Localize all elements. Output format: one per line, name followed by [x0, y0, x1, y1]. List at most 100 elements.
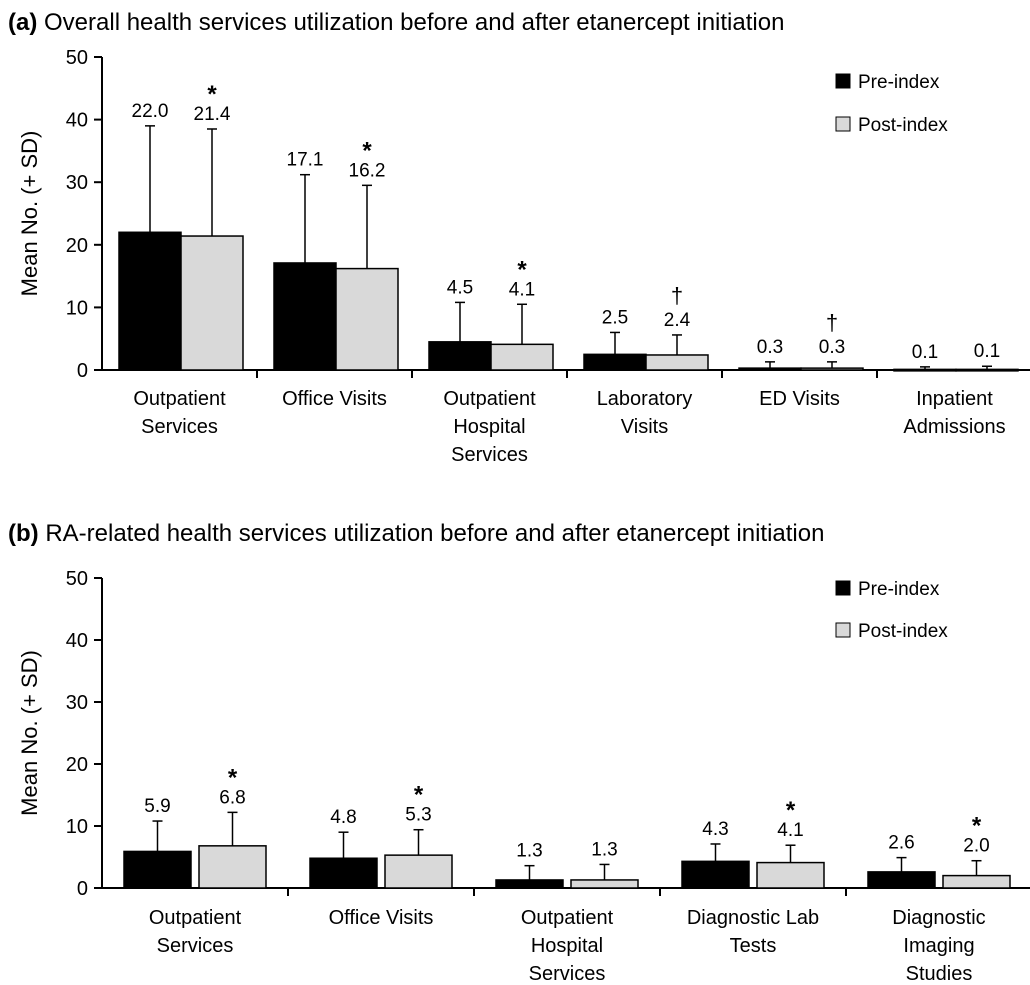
value-label: 16.2 — [349, 160, 386, 181]
significance-marker: † — [826, 310, 838, 335]
y-axis-label: Mean No. (+ SD) — [17, 131, 42, 297]
category-label: Outpatient — [149, 907, 242, 929]
y-tick-label: 10 — [66, 816, 88, 838]
bar-pre-index — [893, 368, 957, 372]
legend-label-pre: Pre-index — [858, 579, 940, 600]
category-label: Imaging — [903, 935, 974, 957]
bar-pre-index — [428, 341, 492, 371]
value-label: 0.3 — [819, 337, 845, 358]
category-label: Services — [141, 416, 218, 438]
value-label: 4.3 — [702, 819, 728, 840]
bar-post-index — [955, 368, 1019, 372]
category-label: Services — [529, 963, 606, 985]
bar-post-index — [180, 235, 244, 371]
bar-pre-index — [867, 871, 936, 889]
bar-pre-index — [583, 353, 647, 371]
y-tick-label: 50 — [66, 568, 88, 590]
bar-post-index — [800, 367, 864, 371]
bar-post-index — [384, 854, 453, 889]
value-label: 2.6 — [888, 833, 914, 854]
y-axis-label: Mean No. (+ SD) — [17, 650, 42, 816]
bar-post-index — [942, 874, 1011, 889]
category-label: Diagnostic — [892, 907, 985, 929]
bar-pre-index — [273, 262, 337, 371]
y-tick-label: 30 — [66, 692, 88, 714]
category-label: Studies — [906, 963, 973, 985]
y-tick-label: 40 — [66, 630, 88, 652]
category-label: Hospital — [453, 416, 525, 438]
legend-swatch-post — [835, 622, 851, 638]
value-label: 17.1 — [287, 150, 324, 171]
value-label: 4.1 — [777, 820, 803, 841]
value-label: 4.5 — [447, 277, 473, 298]
y-tick-label: 40 — [66, 110, 88, 132]
value-label: 2.5 — [602, 307, 628, 328]
value-label: 5.3 — [405, 805, 431, 826]
bar-post-index — [570, 879, 639, 889]
value-label: 0.3 — [757, 337, 783, 358]
panel-tag: (b) — [8, 520, 39, 547]
legend-label-pre: Pre-index — [858, 72, 940, 93]
category-label: Office Visits — [329, 907, 434, 929]
significance-marker: * — [786, 797, 796, 824]
category-label: Visits — [621, 416, 668, 438]
category-label: Diagnostic Lab — [687, 907, 819, 929]
value-label: 4.8 — [330, 807, 356, 828]
significance-marker: * — [972, 813, 982, 840]
value-label: 0.1 — [912, 342, 938, 363]
category-label: Outpatient — [521, 907, 614, 929]
bar-post-index — [490, 343, 554, 371]
legend-label-post: Post-index — [858, 115, 948, 136]
y-tick-label: 10 — [66, 297, 88, 319]
bar-pre-index — [123, 850, 192, 889]
value-label: 0.1 — [974, 341, 1000, 362]
category-label: Outpatient — [133, 388, 226, 410]
bar-pre-index — [495, 879, 564, 889]
significance-marker: * — [228, 764, 238, 791]
legend-swatch-pre — [835, 580, 851, 596]
bar-pre-index — [681, 860, 750, 889]
category-label: Services — [451, 444, 528, 466]
category-label: Tests — [730, 935, 777, 957]
value-label: 22.0 — [132, 101, 169, 122]
bar-pre-index — [118, 231, 182, 371]
value-label: 1.3 — [516, 841, 542, 862]
category-label: Laboratory — [597, 388, 693, 410]
value-label: 5.9 — [144, 796, 170, 817]
legend-swatch-pre — [835, 73, 851, 89]
value-label: 21.4 — [194, 104, 231, 125]
legend-label-post: Post-index — [858, 621, 948, 642]
value-label: 1.3 — [591, 839, 617, 860]
category-label: Outpatient — [443, 388, 536, 410]
bar-post-index — [645, 354, 709, 371]
y-tick-label: 0 — [77, 360, 88, 382]
y-tick-label: 30 — [66, 172, 88, 194]
panel-title-text: Overall health services utilization befo… — [44, 9, 784, 36]
y-tick-label: 0 — [77, 878, 88, 900]
significance-marker: * — [517, 256, 527, 283]
value-label: 2.4 — [664, 310, 691, 331]
y-tick-label: 20 — [66, 235, 88, 257]
significance-marker: * — [362, 137, 372, 164]
value-label: 6.8 — [219, 787, 245, 808]
y-tick-label: 50 — [66, 47, 88, 69]
panel-title: (b) RA-related health services utilizati… — [8, 520, 824, 547]
category-label: ED Visits — [759, 388, 840, 410]
value-label: 4.1 — [509, 279, 535, 300]
significance-marker: † — [671, 283, 683, 308]
bar-pre-index — [738, 367, 802, 371]
category-label: Inpatient — [916, 388, 993, 410]
legend-swatch-post — [835, 116, 851, 132]
category-label: Office Visits — [282, 388, 387, 410]
bar-post-index — [198, 845, 267, 889]
category-label: Hospital — [531, 935, 603, 957]
y-tick-label: 20 — [66, 754, 88, 776]
significance-marker: * — [414, 782, 424, 809]
value-label: 2.0 — [963, 836, 989, 857]
bar-post-index — [756, 861, 825, 889]
category-label: Admissions — [903, 416, 1005, 438]
significance-marker: * — [207, 81, 217, 108]
panel-title: (a) Overall health services utilization … — [8, 9, 784, 36]
bar-pre-index — [309, 857, 378, 889]
